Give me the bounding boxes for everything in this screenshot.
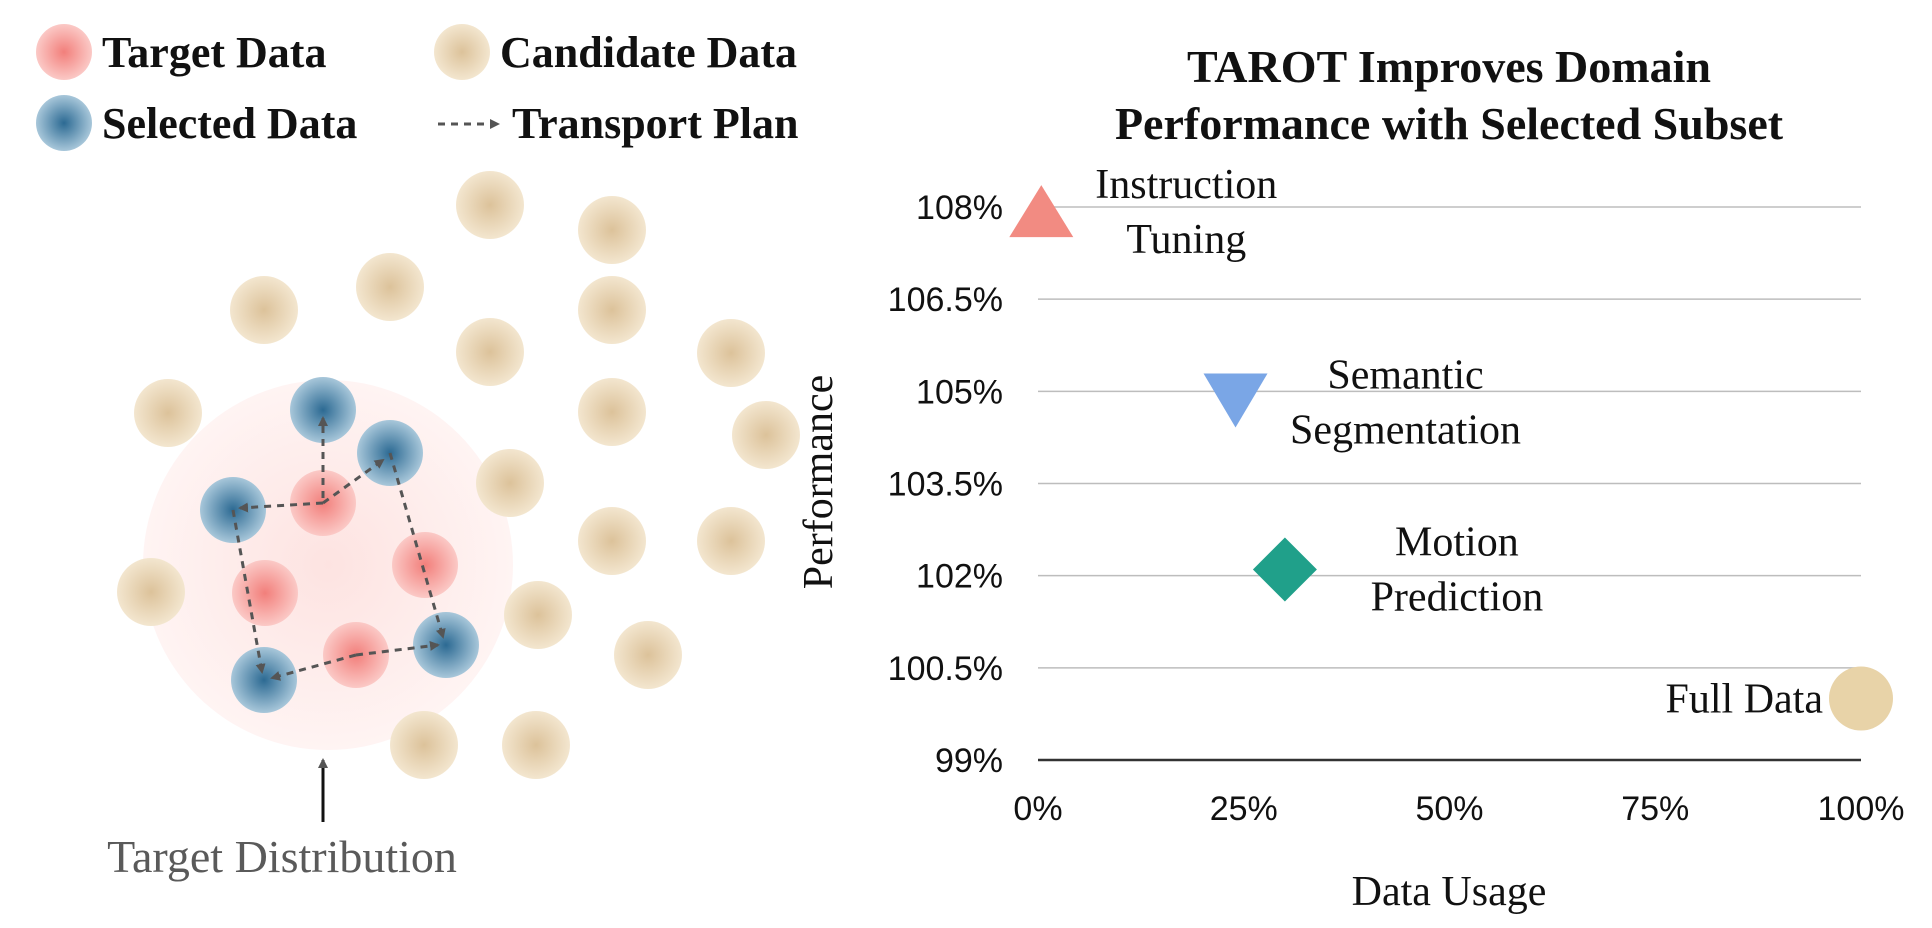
x-tick-labels: 0% 25% 50% 75% 100%	[1013, 790, 1904, 828]
candidate-point	[578, 378, 646, 446]
x-axis-label: Data Usage	[1352, 869, 1547, 915]
distribution-label: Target Distribution	[107, 831, 457, 882]
selected-point	[413, 612, 479, 678]
candidate-point	[578, 507, 646, 575]
chart-title-line-2: Performance with Selected Subset	[1115, 98, 1784, 149]
legend-target-swatch	[36, 24, 92, 80]
candidate-point	[230, 276, 298, 344]
transport-arrow	[238, 501, 324, 513]
x-tick-label: 25%	[1210, 790, 1278, 828]
point-label: Semantic	[1327, 352, 1483, 398]
data-point-motion-prediction	[1252, 537, 1317, 602]
candidate-point	[578, 196, 646, 264]
point-label: Full Data	[1666, 677, 1824, 723]
transport-arrow	[388, 452, 446, 639]
data-points	[1009, 185, 1893, 731]
transport-arrow	[231, 509, 266, 674]
candidate-point	[578, 276, 646, 344]
transport-arrow	[270, 653, 357, 681]
y-tick-label: 102%	[916, 558, 1003, 596]
candidate-point	[456, 171, 524, 239]
point-label: Instruction	[1095, 162, 1277, 208]
y-tick-labels: 99% 100.5% 102% 103.5% 105% 106.5% 108%	[888, 189, 1003, 780]
target-point	[232, 560, 298, 626]
y-tick-label: 105%	[916, 373, 1003, 411]
candidate-point	[697, 507, 765, 575]
data-point-instruction-tuning	[1009, 185, 1074, 238]
chart-title-line-1: TAROT Improves Domain	[1187, 41, 1711, 92]
transport-arrow	[355, 641, 440, 657]
candidate-point	[134, 379, 202, 447]
legend-transport-label: Transport Plan	[512, 99, 798, 148]
candidate-point	[456, 318, 524, 386]
y-tick-label: 106.5%	[888, 281, 1003, 319]
data-point-semantic-segmentation	[1203, 373, 1268, 428]
selected-point	[290, 377, 356, 443]
point-labels: Instruction Tuning Semantic Segmentation Mot…	[1095, 162, 1823, 722]
point-label: Motion	[1395, 520, 1519, 566]
legend-selected-swatch	[36, 95, 92, 151]
y-axis-label: Performance	[796, 375, 842, 590]
candidate-points	[117, 171, 800, 779]
x-tick-label: 50%	[1415, 790, 1483, 828]
point-label: Segmentation	[1290, 407, 1521, 453]
transport-plan-arrows	[231, 416, 446, 681]
legend-candidate-label: Candidate Data	[500, 28, 797, 77]
candidate-point	[117, 558, 185, 626]
data-point-full-data	[1829, 666, 1893, 731]
transport-diagram: Target Distribution	[107, 171, 800, 882]
candidate-point	[502, 711, 570, 779]
y-tick-label: 103.5%	[888, 466, 1003, 504]
legend: Target Data Candidate Data Selected Data…	[36, 24, 798, 151]
chart: TAROT Improves Domain Performance with S…	[796, 41, 1904, 915]
selected-points	[200, 377, 479, 713]
x-tick-label: 100%	[1818, 790, 1905, 828]
candidate-point	[504, 581, 572, 649]
y-tick-label: 100.5%	[888, 650, 1003, 688]
y-tick-label: 108%	[916, 189, 1003, 227]
legend-target-label: Target Data	[102, 28, 326, 77]
selected-point	[231, 647, 297, 713]
legend-candidate-swatch	[434, 24, 490, 80]
point-label: Prediction	[1371, 575, 1544, 621]
y-tick-label: 99%	[935, 742, 1003, 780]
candidate-point	[356, 253, 424, 321]
candidate-point	[476, 449, 544, 517]
x-tick-label: 0%	[1013, 790, 1062, 828]
legend-selected-label: Selected Data	[102, 99, 357, 148]
candidate-point	[614, 621, 682, 689]
candidate-point	[732, 401, 800, 469]
target-point	[392, 532, 458, 598]
point-label: Tuning	[1126, 217, 1246, 263]
chart-gridlines	[1038, 206, 1861, 762]
x-tick-label: 75%	[1621, 790, 1689, 828]
candidate-point	[697, 319, 765, 387]
candidate-point	[390, 711, 458, 779]
